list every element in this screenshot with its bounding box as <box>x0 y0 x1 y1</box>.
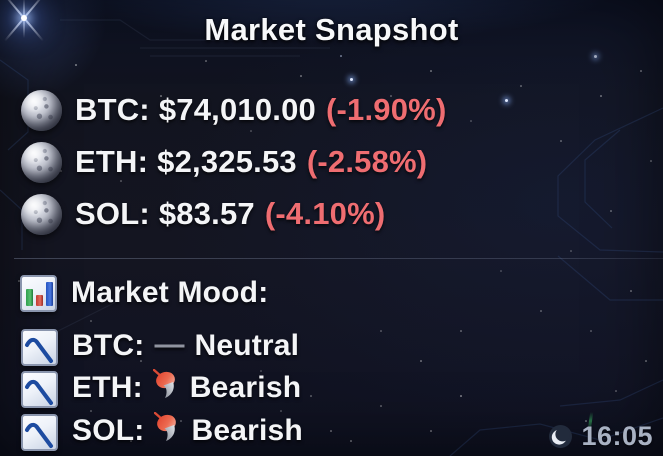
mood-row-eth: ETH: Bearish <box>21 368 302 409</box>
starfield-decor <box>0 0 2 2</box>
mood-row-btc: BTC: — Neutral <box>21 327 299 367</box>
price-change: (-4.10%) <box>264 196 386 231</box>
mood-symbol: ETH: <box>72 371 143 405</box>
price-row-sol: SOL: $83.57 (-4.10%) <box>21 191 385 237</box>
price-value: $83.57 <box>158 196 255 231</box>
price-symbol: BTC: <box>75 92 150 127</box>
moon-icon <box>21 89 62 131</box>
price-value: $2,325.53 <box>157 144 297 179</box>
mood-state: Bearish <box>191 414 303 448</box>
mood-state: Neutral <box>194 329 300 363</box>
bright-star-decor <box>350 78 353 81</box>
chart-decreasing-icon <box>21 413 58 451</box>
chart-decreasing-icon <box>21 328 58 366</box>
section-divider <box>14 258 663 259</box>
mood-state: Bearish <box>189 371 302 405</box>
price-change: (-2.58%) <box>306 144 428 179</box>
mood-symbol: BTC: <box>72 329 145 363</box>
mood-section-title: Market Mood: <box>71 276 269 309</box>
comet-icon <box>152 368 180 407</box>
moon-icon <box>21 141 62 183</box>
timestamp: 16:05 <box>581 421 653 451</box>
timestamp-row: 16:05 <box>548 421 653 452</box>
page-title: Market Snapshot <box>204 12 459 47</box>
price-row-eth: ETH: $2,325.53 (-2.58%) <box>21 139 427 185</box>
bar-chart-icon <box>20 274 57 312</box>
bright-star-decor <box>505 99 508 102</box>
neutral-dash-icon: — <box>154 327 185 361</box>
mood-header-row: Market Mood: <box>20 272 268 314</box>
price-row-btc: BTC: $74,010.00 (-1.90%) <box>21 87 446 133</box>
moon-icon <box>21 193 62 235</box>
price-change: (-1.90%) <box>326 92 447 127</box>
mood-row-sol: SOL: Bearish <box>21 411 303 452</box>
swoosh-logo-icon <box>548 424 573 449</box>
comet-icon <box>154 411 181 450</box>
chart-decreasing-icon <box>21 370 58 408</box>
bright-star-decor <box>594 55 597 58</box>
mood-symbol: SOL: <box>72 414 145 448</box>
price-symbol: ETH: <box>75 144 149 179</box>
price-value: $74,010.00 <box>158 92 316 127</box>
price-symbol: SOL: <box>75 196 150 231</box>
